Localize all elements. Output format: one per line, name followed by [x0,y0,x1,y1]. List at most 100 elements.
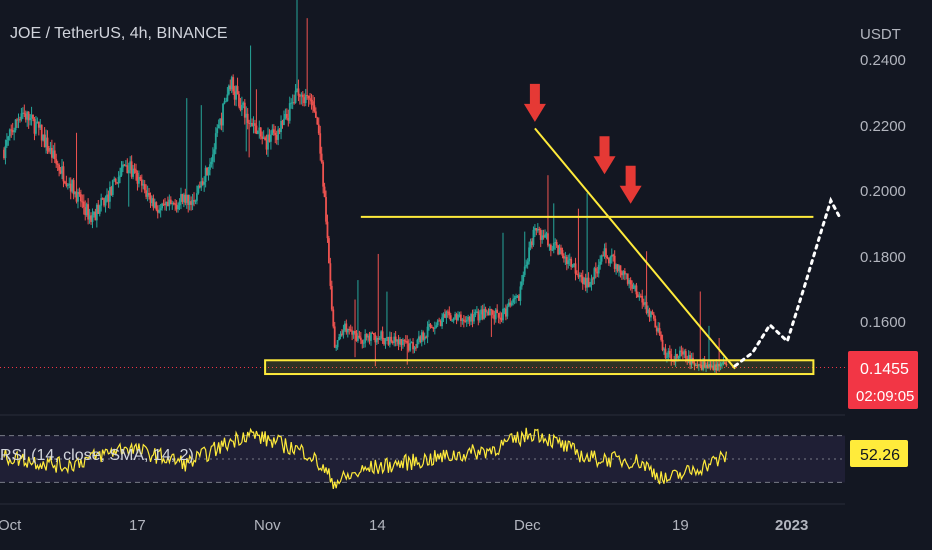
candle [268,129,271,143]
candle-body [695,365,697,367]
candle-body [211,154,214,162]
candle [526,258,529,269]
candle-body [668,350,671,355]
candle-body [664,348,667,358]
rsi-value-background [850,440,908,467]
candle [116,182,119,185]
candle [528,241,530,265]
candle-body [245,113,248,118]
candle [664,343,667,360]
candle-body [403,339,406,341]
candle-body [703,361,706,369]
candle-body [500,317,503,321]
candle-body [593,268,596,280]
candle [357,280,359,343]
candle [365,333,368,341]
candle-body [314,111,317,118]
candle-body [499,317,501,319]
candle-body [402,339,404,345]
candle [258,120,261,139]
candle-body [597,264,600,274]
candle [658,322,661,336]
candle-body [455,314,458,321]
candle-body [319,133,322,154]
candle [52,145,55,159]
candle-body [188,201,191,205]
candle [81,194,84,209]
candle [423,332,426,345]
candle [119,167,121,184]
candle-body [196,193,198,201]
candle-body [368,335,371,341]
candle-body [91,215,94,222]
candle-body [71,180,74,192]
candle [438,317,441,322]
candle [55,153,58,168]
candle-body [335,347,338,349]
candle [426,321,429,344]
candle-body [17,119,20,121]
candle [330,280,333,312]
candle-body [271,129,274,135]
candle-body [406,341,409,344]
candle-body [452,317,455,321]
candle [435,322,438,329]
candle-body [328,238,330,264]
candle-body [296,88,298,91]
candle-body [473,315,475,322]
candle-body [220,118,223,126]
candle [661,334,664,352]
candle-body [502,308,504,321]
candle [541,229,544,244]
candle [310,93,313,110]
candle [213,143,216,163]
candle [552,203,555,254]
candle-body [227,85,230,95]
candle [29,113,32,126]
rsi-legend[interactable]: RSI (14, close, SMA, 14, 2) [0,447,194,464]
candle-body [306,94,309,96]
candle-body [483,308,486,319]
candle [299,93,301,105]
candle-body [258,127,261,131]
forecast-path[interactable] [733,196,842,368]
price-axis[interactable]: 0.2400 0.2200 0.2000 0.1800 0.1600 [860,52,906,331]
candle [164,198,166,211]
down-arrow-icon[interactable] [593,136,616,175]
candle-body [712,365,715,370]
drawings[interactable] [0,83,848,376]
candle [525,259,528,269]
candle-body [217,124,220,129]
candle [140,174,143,193]
candle-body [16,119,18,121]
down-arrow-icon[interactable] [619,165,642,204]
candle-body [435,325,438,328]
candle [594,262,597,279]
candle-body [79,194,82,202]
rsi-band-background [0,435,845,483]
candle [198,181,201,189]
support-zone[interactable] [264,359,815,376]
candle [285,108,288,121]
candle-body [394,336,397,342]
candle-body [94,211,97,221]
candle-body [594,268,597,272]
candle [135,163,137,181]
candle [329,257,332,290]
candle [513,295,516,305]
candle [580,272,583,283]
down-arrow-icon[interactable] [523,83,546,122]
candle-body [313,105,316,112]
candle-body [95,204,98,221]
time-axis[interactable]: Oct 17 Nov 14 Dec 19 2023 [0,517,808,534]
candle [91,208,94,229]
candle [429,323,432,329]
candle [287,109,290,127]
candle-body [55,159,58,164]
candle-body [512,299,515,303]
candle-body [529,241,532,248]
candle-body [526,261,529,265]
descending-trendline[interactable] [534,127,736,370]
candle [404,335,407,344]
